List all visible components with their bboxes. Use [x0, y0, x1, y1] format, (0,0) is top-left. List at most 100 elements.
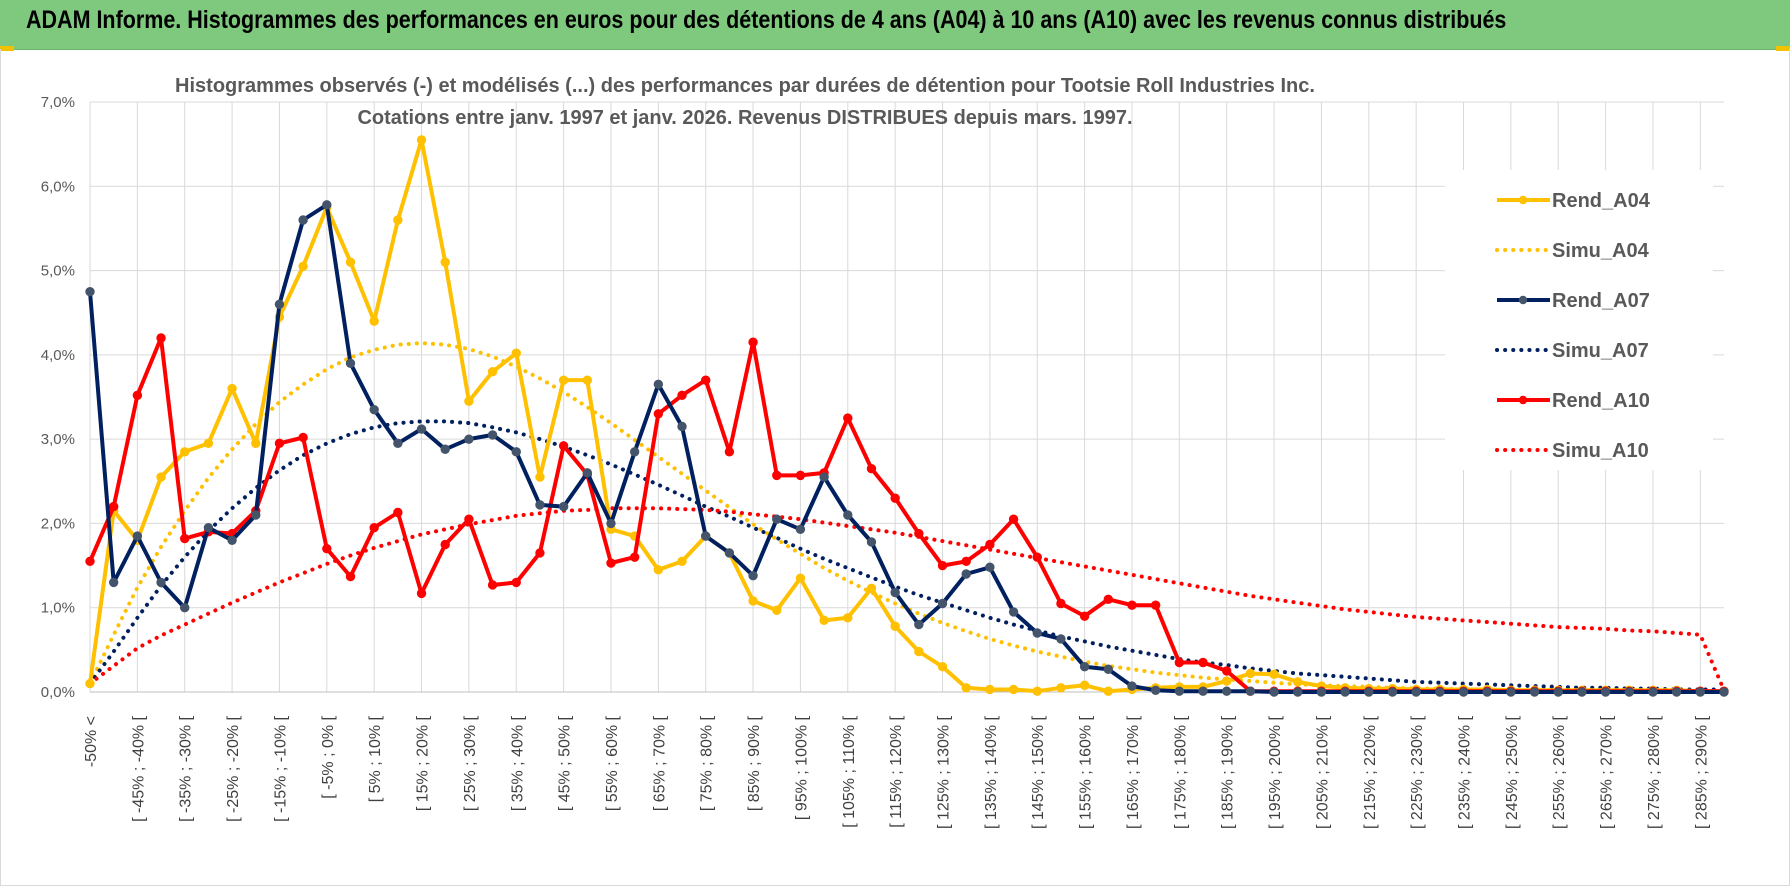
x-tick-label: [ 85% ; 90% [ — [746, 715, 763, 811]
point-Rend_A04 — [535, 472, 545, 482]
point-Rend_A10 — [393, 507, 403, 518]
point-Rend_A07 — [629, 447, 640, 457]
point-Rend_A04 — [298, 261, 308, 272]
point-Rend_A10 — [795, 470, 806, 481]
point-Rend_A07 — [1600, 687, 1611, 697]
point-Rend_A07 — [1150, 685, 1161, 696]
point-Rend_A04 — [1032, 686, 1042, 696]
x-tick-label: [ -15% ; -10% [ — [272, 715, 289, 821]
series-Simu_A07 — [88, 419, 1726, 692]
point-Rend_A07 — [701, 531, 711, 541]
point-Rend_A04 — [1221, 676, 1232, 686]
point-Rend_A04 — [677, 556, 687, 567]
point-Rend_A10 — [132, 390, 143, 401]
point-Rend_A04 — [772, 605, 782, 615]
point-Rend_A10 — [156, 333, 166, 343]
x-tick-label: [ 105% ; 110% [ — [841, 715, 858, 827]
y-tick-label: 2,0% — [41, 515, 75, 532]
point-Rend_A04 — [937, 662, 948, 672]
x-tick-label: [ -45% ; -40% [ — [130, 715, 147, 821]
point-Rend_A07 — [558, 501, 569, 512]
point-Rend_A04 — [985, 684, 995, 695]
point-Rend_A07 — [416, 424, 427, 434]
point-Rend_A07 — [1008, 607, 1019, 617]
point-Rend_A07 — [535, 500, 545, 510]
x-tick-label: [ 205% ; 210% [ — [1314, 715, 1331, 829]
x-tick-label: [ 245% ; 250% [ — [1504, 715, 1521, 829]
x-tick-label: -50% < — [83, 716, 100, 767]
point-Rend_A04 — [345, 257, 356, 267]
point-Rend_A07 — [748, 570, 758, 581]
point-Rend_A10 — [653, 409, 664, 419]
point-Rend_A04 — [843, 613, 853, 623]
point-Rend_A10 — [440, 539, 450, 550]
point-Rend_A04 — [511, 348, 521, 358]
point-Rend_A04 — [914, 646, 924, 657]
x-tick-label: [ 25% ; 30% [ — [462, 715, 479, 811]
point-Rend_A07 — [132, 531, 143, 541]
point-Rend_A07 — [298, 215, 308, 225]
point-Rend_A10 — [701, 375, 711, 385]
point-Rend_A07 — [1269, 687, 1279, 697]
y-tick-label: 0,0% — [41, 684, 75, 701]
point-Rend_A10 — [298, 432, 308, 443]
point-Rend_A07 — [227, 535, 237, 545]
point-Rend_A07 — [1103, 664, 1113, 674]
point-Rend_A04 — [369, 316, 379, 326]
point-Rend_A04 — [653, 565, 664, 575]
point-Rend_A07 — [1624, 687, 1634, 697]
point-Rend_A10 — [1127, 600, 1137, 610]
point-Rend_A04 — [1269, 669, 1279, 679]
x-tick-label: [ 145% ; 150% [ — [1030, 715, 1047, 829]
legend-background — [1445, 170, 1713, 470]
point-Rend_A07 — [1648, 687, 1658, 697]
point-Rend_A10 — [937, 560, 948, 571]
x-tick-label: [ -25% ; -20% [ — [225, 715, 242, 821]
point-Rend_A07 — [1056, 634, 1066, 644]
point-Rend_A10 — [677, 390, 687, 401]
x-tick-label: [ 45% ; 50% [ — [557, 715, 574, 811]
point-Rend_A07 — [1435, 687, 1445, 697]
point-Rend_A04 — [558, 375, 569, 385]
point-Rend_A07 — [1387, 687, 1398, 697]
point-Rend_A10 — [511, 577, 521, 588]
point-Rend_A07 — [1506, 687, 1516, 697]
point-Rend_A07 — [772, 514, 782, 524]
series-Simu_A10 — [88, 506, 1726, 693]
legend-marker-Rend_A07 — [1518, 295, 1528, 305]
x-tick-label: [ 5% ; 10% [ — [367, 715, 384, 802]
legend-label-Rend_A07: Rend_A07 — [1552, 290, 1650, 312]
point-Rend_A07 — [203, 522, 214, 533]
point-Rend_A07 — [274, 299, 285, 309]
point-Rend_A04 — [440, 257, 450, 267]
point-Rend_A10 — [464, 514, 474, 524]
point-Rend_A10 — [345, 571, 356, 582]
banner-title: ADAM Informe. Histogrammes des performan… — [26, 6, 1507, 34]
point-Rend_A07 — [795, 524, 806, 535]
point-Rend_A10 — [487, 580, 498, 590]
point-Rend_A07 — [914, 619, 924, 630]
point-Rend_A07 — [1127, 681, 1137, 691]
point-Rend_A04 — [1079, 680, 1090, 690]
point-Rend_A07 — [653, 379, 664, 390]
point-Rend_A10 — [606, 558, 616, 568]
point-Rend_A07 — [1221, 686, 1232, 696]
point-Rend_A10 — [772, 470, 782, 481]
x-tick-label: [ 185% ; 190% [ — [1220, 715, 1237, 829]
point-Rend_A04 — [85, 678, 95, 689]
legend-label-Rend_A10: Rend_A10 — [1552, 390, 1650, 412]
point-Rend_A10 — [369, 522, 379, 533]
point-Rend_A07 — [1293, 687, 1303, 697]
point-Rend_A07 — [369, 404, 379, 415]
point-Rend_A07 — [582, 468, 593, 478]
point-Rend_A07 — [843, 510, 853, 520]
x-tick-label: [ 255% ; 260% [ — [1551, 715, 1568, 829]
point-Rend_A10 — [1056, 598, 1066, 609]
x-tick-label: [ -5% ; 0% [ — [320, 715, 337, 798]
point-Rend_A04 — [251, 438, 261, 449]
point-Rend_A07 — [1245, 686, 1256, 696]
corner-accent-right — [1776, 46, 1790, 51]
point-Rend_A07 — [1577, 687, 1587, 697]
point-Rend_A07 — [511, 447, 521, 457]
point-Rend_A04 — [227, 383, 237, 394]
